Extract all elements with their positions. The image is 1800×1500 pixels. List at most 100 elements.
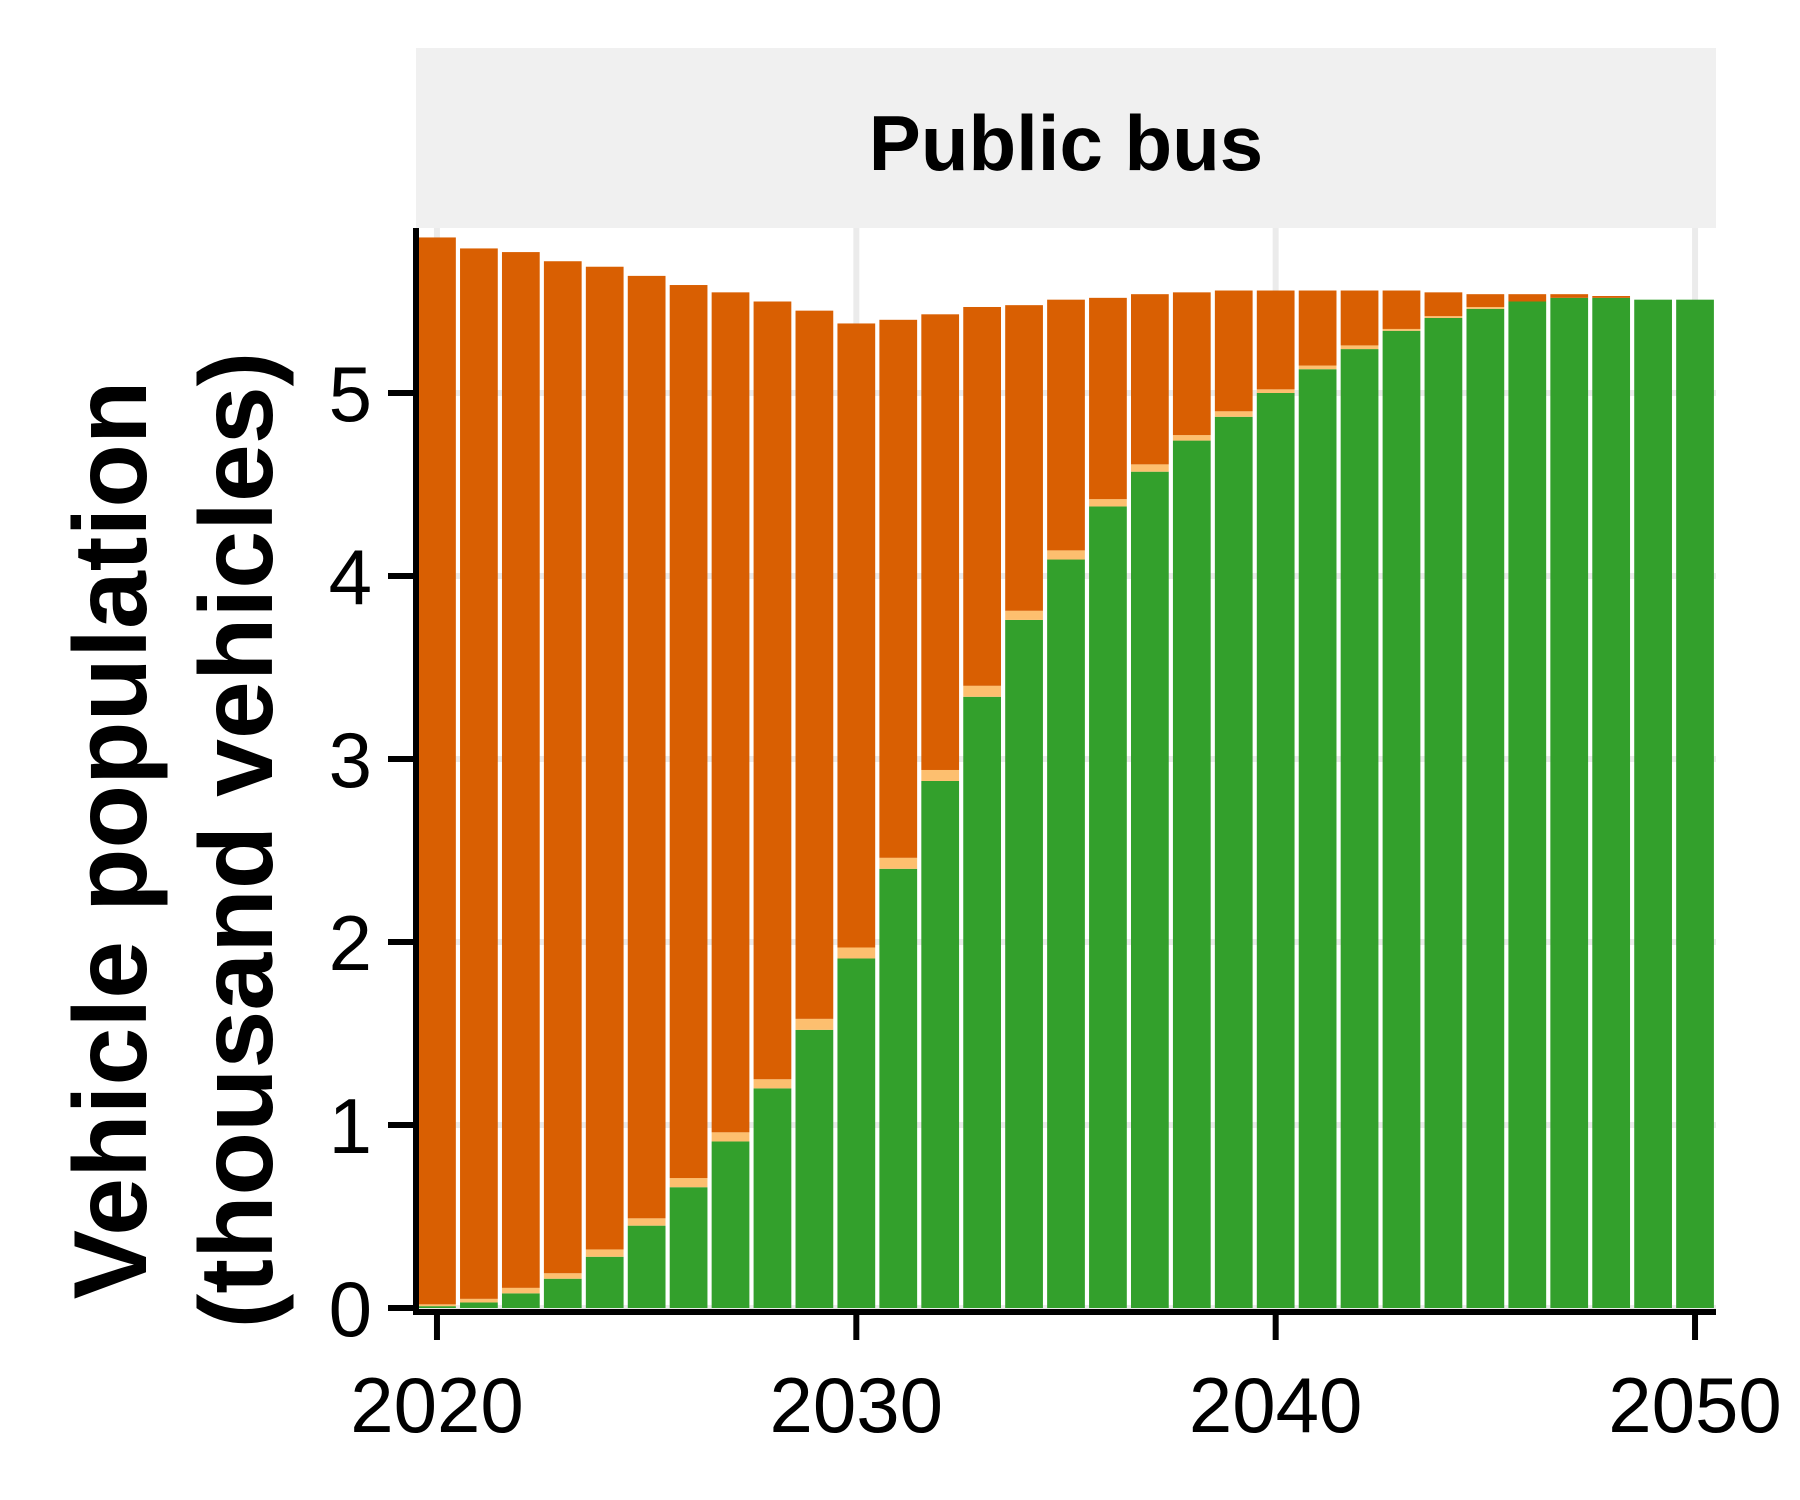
panel-title: Public bus	[869, 99, 1263, 187]
bar-segment	[1131, 471, 1169, 1308]
bar-segment	[543, 261, 582, 1274]
bar-segment	[1424, 292, 1463, 317]
bar-segment	[1172, 292, 1211, 436]
bar-segment	[1089, 499, 1127, 507]
bar-segment	[837, 323, 876, 948]
bar-segment	[627, 1225, 666, 1308]
bar-segment	[627, 275, 666, 1219]
bar-segment	[1298, 290, 1337, 366]
bar-segment	[837, 947, 876, 959]
bar-segment	[1298, 365, 1337, 370]
bar-segment	[879, 857, 918, 869]
bar-segment	[1214, 411, 1253, 417]
bar-segment	[460, 1298, 498, 1303]
bar-segment	[837, 958, 876, 1308]
strip-background	[416, 48, 1716, 228]
bar-segment	[795, 1029, 834, 1308]
x-tick-labels: 2020 2030 2040 2050	[350, 1361, 1782, 1449]
y-tick-label: 2	[329, 899, 372, 987]
x-tick-label: 2020	[350, 1361, 524, 1449]
bar-segment	[1214, 290, 1253, 412]
bar-segment	[1340, 345, 1379, 350]
bar-segment	[921, 314, 960, 770]
bar-segment	[795, 1018, 834, 1030]
bar-segment	[711, 1141, 750, 1308]
bar-segment	[1256, 389, 1295, 393]
bar-segment	[1340, 290, 1379, 346]
bar-segment	[1382, 330, 1421, 1308]
bar-segment	[1005, 619, 1043, 1308]
y-tick-label: 3	[329, 716, 372, 804]
bar-segment	[1550, 294, 1589, 298]
x-tick-label: 2040	[1189, 1361, 1363, 1449]
bar-segment	[627, 1218, 666, 1226]
bar-segment	[963, 306, 1001, 686]
bars	[418, 237, 1714, 1309]
bar-segment	[1214, 416, 1253, 1308]
bar-segment	[1047, 299, 1085, 551]
bar-segment	[963, 696, 1001, 1308]
y-tick-labels: 0 1 2 3 4 5	[329, 350, 372, 1353]
bar-segment	[1382, 290, 1421, 329]
bar-segment	[1424, 317, 1463, 1309]
bar-segment	[585, 1249, 624, 1257]
y-axis-title-line2: (thousand vehicles)	[179, 352, 295, 1329]
bar-segment	[1592, 297, 1631, 1309]
y-tick-label: 1	[329, 1082, 372, 1170]
bar-segment	[1550, 297, 1589, 1309]
bar-segment	[1466, 308, 1505, 1308]
bar-segment	[460, 1302, 498, 1308]
bar-segment	[1256, 290, 1295, 390]
bar-segment	[1256, 393, 1295, 1308]
bar-segment	[585, 266, 624, 1250]
bar-segment	[501, 1293, 540, 1308]
bar-segment	[1172, 440, 1211, 1309]
bar-segment	[1508, 294, 1547, 302]
bar-segment	[1466, 306, 1505, 309]
bar-segment	[543, 1273, 582, 1279]
x-tick-label: 2030	[770, 1361, 944, 1449]
x-tick-label: 2050	[1608, 1361, 1782, 1449]
bar-segment	[1634, 299, 1672, 1308]
bar-segment	[1089, 506, 1127, 1309]
bar-segment	[1340, 349, 1379, 1309]
bar-segment	[1508, 301, 1547, 1308]
bar-segment	[753, 1088, 792, 1308]
bar-segment	[711, 1132, 750, 1142]
axes	[388, 228, 1716, 1340]
bar-segment	[669, 285, 708, 1179]
bar-segment	[418, 237, 456, 1305]
bar-segment	[1131, 294, 1169, 465]
bar-segment	[418, 1304, 456, 1307]
bar-segment	[1089, 297, 1127, 500]
bar-segment	[418, 1306, 456, 1308]
bar-segment	[1047, 550, 1085, 560]
bar-segment	[1047, 559, 1085, 1308]
y-tick-label: 5	[329, 350, 372, 438]
bar-segment	[753, 1079, 792, 1089]
bar-segment	[585, 1256, 624, 1308]
bar-segment	[795, 310, 834, 1019]
bar-segment	[669, 1187, 708, 1308]
bar-segment	[501, 252, 540, 1288]
bar-segment	[921, 780, 960, 1308]
bar-segment	[879, 319, 918, 858]
bar-segment	[711, 292, 750, 1133]
bar-segment	[921, 769, 960, 781]
y-tick-label: 4	[329, 533, 372, 621]
bar-segment	[669, 1178, 708, 1188]
bar-segment	[460, 248, 498, 1299]
bar-segment	[1005, 610, 1043, 620]
y-tick-label: 0	[329, 1265, 372, 1353]
bar-segment	[1005, 305, 1043, 611]
bar-segment	[1131, 464, 1169, 472]
bar-segment	[963, 685, 1001, 697]
bar-segment	[1172, 435, 1211, 441]
bar-segment	[1676, 299, 1714, 1308]
bar-segment	[1298, 369, 1337, 1309]
bar-segment	[879, 868, 918, 1308]
bar-segment	[753, 301, 792, 1080]
bar-segment	[1424, 316, 1463, 318]
bar-segment	[1592, 296, 1631, 298]
